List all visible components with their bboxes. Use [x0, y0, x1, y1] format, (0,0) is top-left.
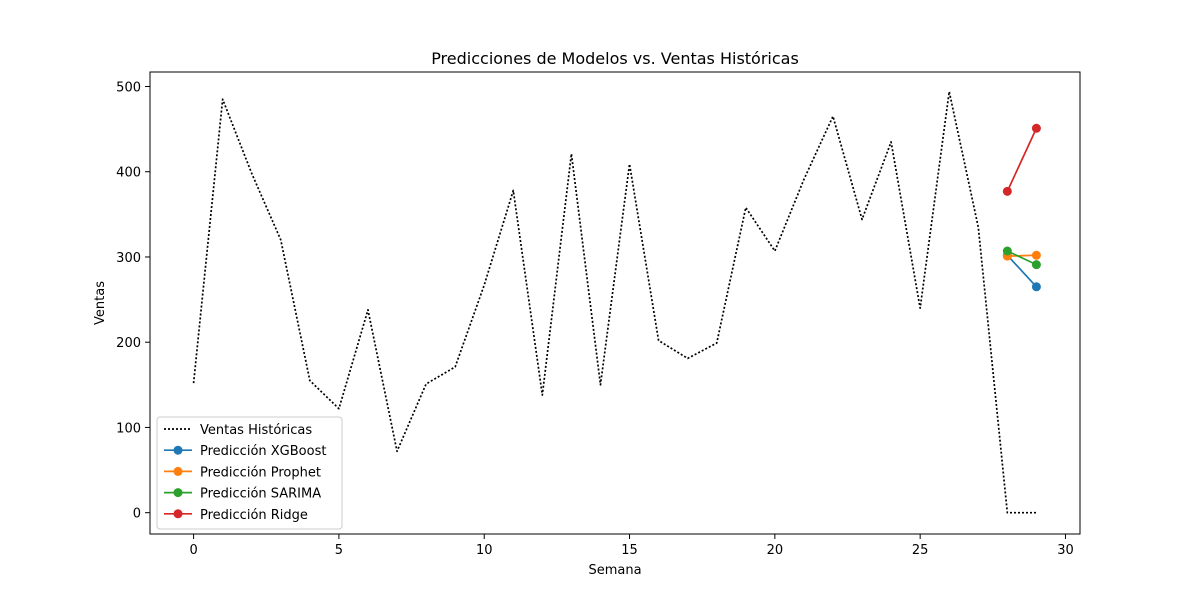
data-point [1031, 123, 1041, 133]
data-point [1031, 250, 1041, 260]
plot-frame [149, 71, 1081, 535]
legend-marker [173, 509, 183, 519]
legend-label: Predicción Ridge [200, 508, 308, 523]
y-tick-label: 0 [133, 507, 141, 522]
series-predicci-n-sarima [1002, 246, 1041, 270]
legend-box [156, 416, 343, 530]
x-tick-label: 0 [189, 543, 197, 558]
y-tick-label: 500 [116, 80, 141, 95]
series-line [192, 90, 1037, 514]
data-point [1031, 282, 1041, 292]
legend-label: Ventas Históricas [200, 423, 312, 438]
x-axis-label: Semana [588, 563, 641, 578]
y-tick-label: 200 [116, 336, 141, 351]
y-tick-label: 400 [116, 166, 141, 181]
chart-title: Predicciones de Modelos vs. Ventas Histó… [431, 49, 799, 68]
x-tick-label: 15 [621, 543, 638, 558]
legend-label: Predicción SARIMA [200, 487, 321, 502]
series-ventas-hist-ricas [192, 90, 1037, 514]
y-tick-label: 300 [116, 251, 141, 266]
legend-marker [173, 488, 183, 498]
series-line [1006, 127, 1038, 192]
data-point [1002, 246, 1012, 256]
series-line [1006, 254, 1038, 288]
legend: Ventas Históricas Predicción XGBoost Predi… [156, 416, 343, 530]
axes [149, 71, 1081, 535]
y-tick-label: 100 [116, 421, 141, 436]
legend-label: Predicción Prophet [200, 465, 321, 480]
data-point [1031, 260, 1041, 270]
y-axis-label: Ventas [93, 281, 108, 325]
series-predicci-n-ridge [1002, 123, 1041, 196]
legend-label: Predicción XGBoost [200, 444, 326, 459]
data-point [1002, 186, 1012, 196]
x-tick-label: 30 [1057, 543, 1074, 558]
x-tick-label: 25 [912, 543, 929, 558]
legend-marker [173, 466, 183, 476]
legend-marker [173, 445, 183, 455]
x-tick-label: 10 [476, 543, 493, 558]
series-line [1007, 254, 1037, 257]
plot-area [192, 90, 1041, 514]
x-tick-label: 5 [335, 543, 343, 558]
series-line [1006, 250, 1037, 266]
x-tick-label: 20 [767, 543, 784, 558]
